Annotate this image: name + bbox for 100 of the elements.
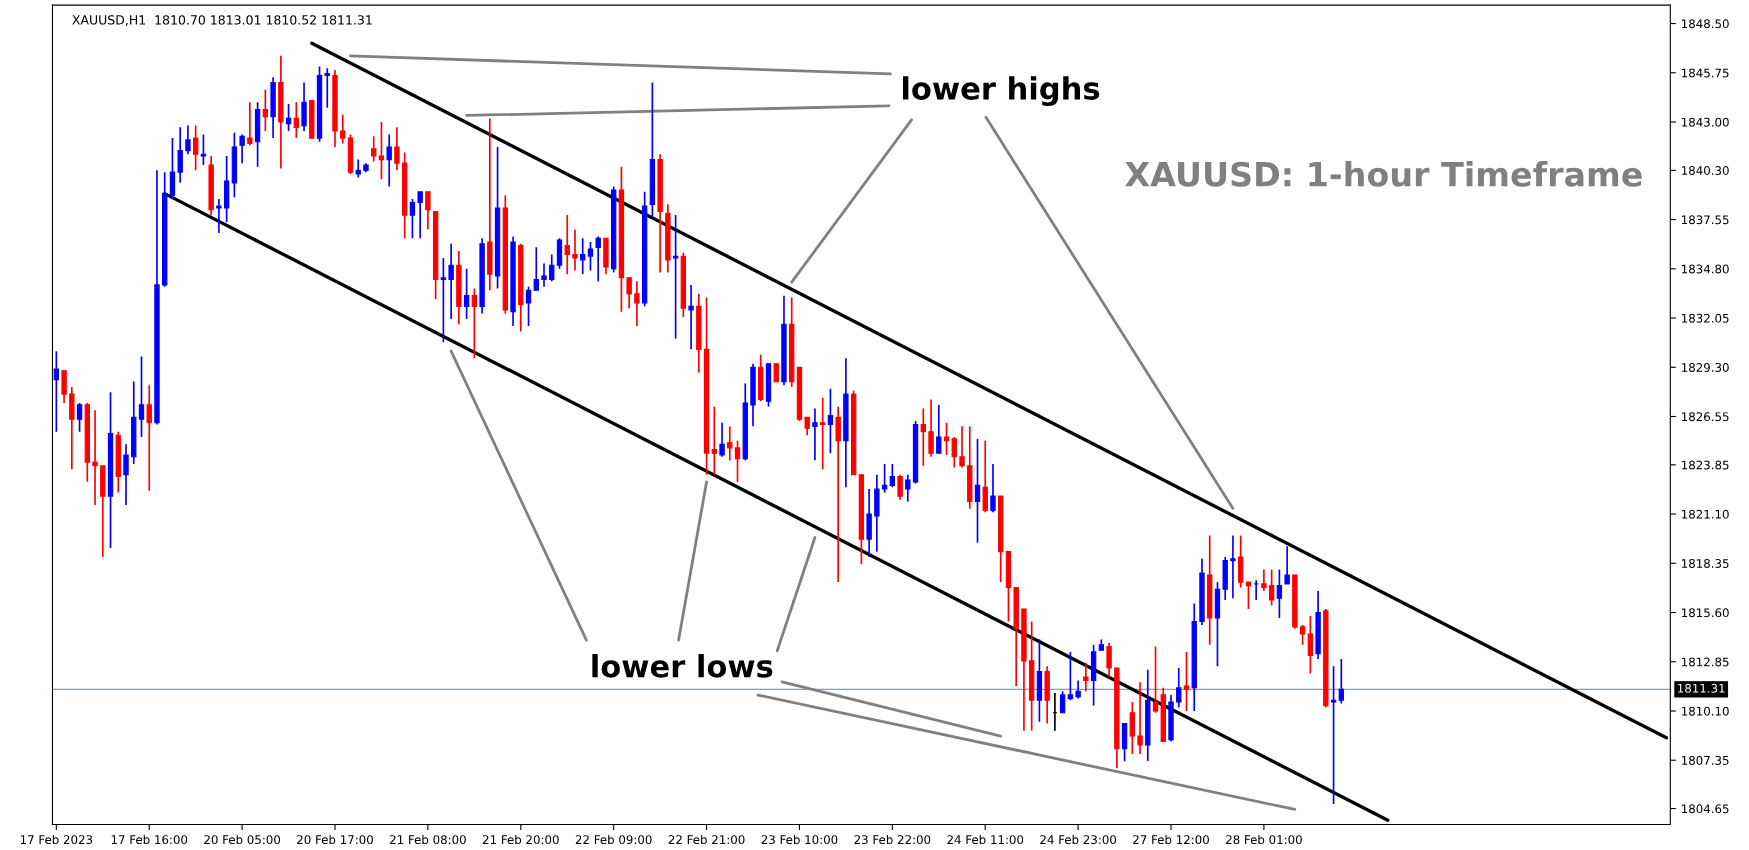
y-tick-label: 1804.65 xyxy=(1682,804,1729,814)
candlestick xyxy=(727,425,733,462)
y-tick-label: 1826.55 xyxy=(1682,412,1729,422)
candlestick xyxy=(1230,534,1236,600)
candlestick xyxy=(185,124,191,156)
candlestick xyxy=(177,126,183,184)
candlestick xyxy=(974,438,981,544)
candlestick xyxy=(53,350,60,433)
x-tick-label: 20 Feb 17:00 xyxy=(297,834,373,845)
candlestick xyxy=(549,253,555,283)
y-tick-label: 1810.10 xyxy=(1682,706,1729,716)
candlestick xyxy=(440,257,447,344)
candlestick xyxy=(835,405,841,583)
y-tick-label: 1818.35 xyxy=(1682,559,1729,568)
candlestick xyxy=(216,198,222,234)
candlestick xyxy=(920,407,926,467)
candlestick xyxy=(905,473,911,503)
candlestick xyxy=(943,421,950,456)
candlestick xyxy=(595,235,601,283)
candlestick xyxy=(146,384,152,492)
candlestick xyxy=(138,355,145,438)
candlestick xyxy=(239,133,245,165)
candlestick xyxy=(1137,681,1143,755)
x-tick-label: 17 Feb 2023 xyxy=(20,834,93,845)
candlestick xyxy=(463,267,470,320)
candlestick xyxy=(990,463,996,514)
candlestick xyxy=(324,67,330,109)
candlestick xyxy=(982,439,988,514)
annotation: lower lows xyxy=(592,654,773,678)
candlestick xyxy=(471,287,478,360)
y-tick-label: 1848.50 xyxy=(1682,19,1729,29)
x-tick-label: 21 Feb 20:00 xyxy=(482,834,559,845)
candlestick xyxy=(881,463,888,494)
candlestick xyxy=(192,124,199,172)
candlestick xyxy=(1338,658,1344,705)
x-tick-label: 22 Feb 09:00 xyxy=(575,834,652,845)
candlestick xyxy=(819,396,826,471)
candlestick xyxy=(1299,624,1306,646)
text: XAUUSD: 1-hour Timeframe xyxy=(1125,161,1642,187)
x-tick-label: 17 Feb 16:00 xyxy=(111,834,188,845)
candlestick xyxy=(1183,651,1190,712)
y-tick-label: 1823.85 xyxy=(1682,460,1729,470)
candlestick xyxy=(247,101,253,147)
x-tick-label: 24 Feb 23:00 xyxy=(1040,834,1117,845)
candlestick xyxy=(1059,690,1066,714)
candlestick xyxy=(634,280,640,327)
candlestick xyxy=(688,284,694,351)
y-tick-label: 1845.75 xyxy=(1682,68,1729,78)
x-tick-label: 23 Feb 10:00 xyxy=(761,834,838,845)
candlestick xyxy=(378,121,385,181)
candlestick xyxy=(76,402,83,433)
y-tick-label: 1807.35 xyxy=(1682,755,1729,765)
candlestick xyxy=(626,276,632,310)
x-tick-label: 27 Feb 12:00 xyxy=(1133,834,1209,845)
candlestick xyxy=(936,404,942,455)
y-tick-label: 1812.85 xyxy=(1682,657,1729,667)
x-tick-label: 20 Feb 05:00 xyxy=(204,834,281,845)
candlestick xyxy=(812,407,818,462)
candlestick xyxy=(1106,642,1112,678)
candlestick xyxy=(417,190,423,240)
candlestick xyxy=(394,126,400,172)
candlestick xyxy=(92,409,98,506)
candlestick xyxy=(301,81,307,132)
candlestick xyxy=(200,133,207,166)
candlestick xyxy=(1330,665,1337,805)
candlestick xyxy=(61,370,67,404)
annotation: XAUUSD,H1 1810.70 1813.01 1810.52 1811.31 xyxy=(72,15,372,26)
candlestick xyxy=(448,242,454,320)
candlestick xyxy=(928,398,934,458)
candlestick xyxy=(1152,645,1159,714)
candlestick xyxy=(371,135,377,163)
x-tick-label: 21 Feb 08:00 xyxy=(390,834,466,845)
candlestick xyxy=(541,262,547,288)
candlestick xyxy=(1268,568,1275,607)
candlestick xyxy=(734,439,741,483)
candlestick xyxy=(1129,701,1135,755)
candlestick xyxy=(1245,581,1252,610)
y-tick-label: 1832.05 xyxy=(1682,313,1729,323)
candlestick xyxy=(262,88,269,132)
candlestick xyxy=(409,198,416,240)
y-tick-label: 1837.55 xyxy=(1682,215,1729,225)
candlestick xyxy=(123,443,129,506)
candlestick xyxy=(525,285,532,327)
candlestick xyxy=(951,436,957,469)
y-tick-label: 1840.30 xyxy=(1682,166,1729,175)
candlestick xyxy=(340,114,346,145)
y-tick-label: 1829.30 xyxy=(1682,362,1729,372)
candlestick xyxy=(959,425,965,469)
candlestick xyxy=(1083,661,1089,693)
candlestick xyxy=(169,137,176,200)
candlestick xyxy=(719,421,725,458)
x-tick-label: 28 Feb 01:00 xyxy=(1226,834,1302,845)
x-tick-label: 23 Feb 22:00 xyxy=(854,834,931,845)
y-tick-label: 1843.00 xyxy=(1682,117,1729,127)
candlestick xyxy=(587,241,594,272)
candlestick xyxy=(827,387,834,455)
candlestick xyxy=(672,214,679,340)
candlestick xyxy=(711,405,717,476)
candlestick xyxy=(1067,651,1074,702)
candlestick xyxy=(889,463,896,489)
